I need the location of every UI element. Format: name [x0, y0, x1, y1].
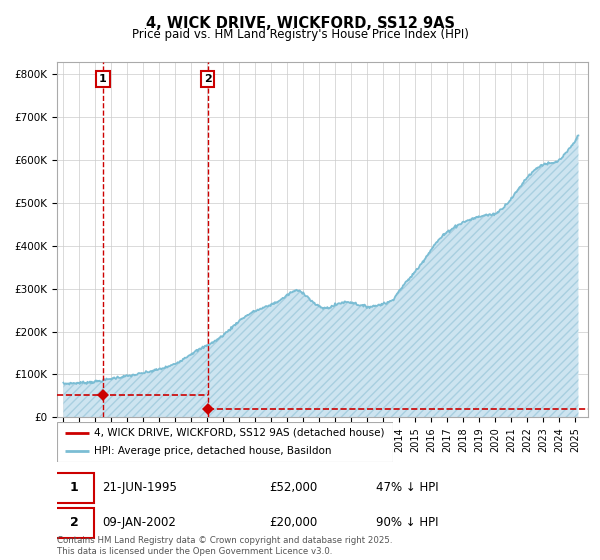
- Text: 90% ↓ HPI: 90% ↓ HPI: [376, 516, 438, 529]
- Text: 21-JUN-1995: 21-JUN-1995: [102, 482, 177, 494]
- Text: £20,000: £20,000: [269, 516, 317, 529]
- Text: 1: 1: [99, 74, 107, 84]
- Text: Price paid vs. HM Land Registry's House Price Index (HPI): Price paid vs. HM Land Registry's House …: [131, 28, 469, 41]
- Text: £52,000: £52,000: [269, 482, 317, 494]
- Text: 47% ↓ HPI: 47% ↓ HPI: [376, 482, 438, 494]
- Text: Contains HM Land Registry data © Crown copyright and database right 2025.
This d: Contains HM Land Registry data © Crown c…: [57, 536, 392, 556]
- FancyBboxPatch shape: [55, 473, 94, 503]
- Text: 2: 2: [204, 74, 212, 84]
- Text: HPI: Average price, detached house, Basildon: HPI: Average price, detached house, Basi…: [94, 446, 331, 456]
- FancyBboxPatch shape: [57, 422, 393, 462]
- Text: 09-JAN-2002: 09-JAN-2002: [102, 516, 176, 529]
- FancyBboxPatch shape: [55, 507, 94, 538]
- Text: 2: 2: [70, 516, 79, 529]
- Text: 1: 1: [70, 482, 79, 494]
- Text: 4, WICK DRIVE, WICKFORD, SS12 9AS (detached house): 4, WICK DRIVE, WICKFORD, SS12 9AS (detac…: [94, 428, 385, 437]
- Text: 4, WICK DRIVE, WICKFORD, SS12 9AS: 4, WICK DRIVE, WICKFORD, SS12 9AS: [146, 16, 455, 31]
